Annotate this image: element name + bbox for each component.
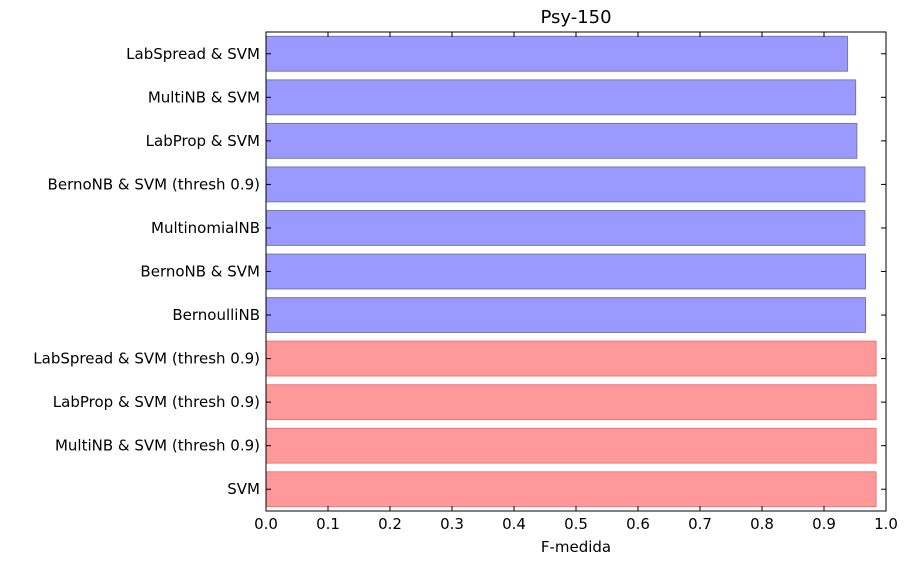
chart-title: Psy-150 [540, 7, 611, 28]
x-tick-label: 0.8 [750, 515, 774, 533]
x-tick-label: 0.7 [688, 515, 712, 533]
y-tick-label: MultiNB & SVM (thresh 0.9) [55, 437, 260, 455]
bar [265, 384, 877, 421]
bar [265, 122, 858, 159]
bar [265, 253, 867, 290]
x-tick-label: 1.0 [874, 515, 898, 533]
y-tick-label: LabProp & SVM (thresh 0.9) [53, 393, 260, 411]
y-tick-label: MultiNB & SVM [148, 88, 260, 106]
x-tick-label: 0.2 [378, 515, 402, 533]
x-tick-label: 0.4 [502, 515, 526, 533]
x-tick-label: 0.9 [812, 515, 836, 533]
bar [265, 427, 877, 464]
ticks-group [265, 32, 887, 511]
bars-group [265, 35, 877, 508]
x-tick-labels: 0.0 0.1 0.2 0.3 0.4 0.5 0.6 0.7 0.8 0.9 1.0 [254, 515, 898, 533]
y-tick-label: SVM [227, 480, 260, 498]
y-tick-label: LabSpread & SVM [126, 45, 260, 63]
y-tick-label: BernoulliNB [172, 306, 260, 324]
y-tick-label: BernoNB & SVM (thresh 0.9) [48, 175, 260, 193]
y-tick-label: LabSpread & SVM (thresh 0.9) [33, 350, 260, 368]
x-tick-label: 0.1 [316, 515, 340, 533]
bar [265, 340, 877, 377]
bar [265, 35, 849, 72]
x-tick-label: 0.6 [626, 515, 650, 533]
y-tick-label: MultinomialNB [151, 219, 260, 237]
x-axis-label: F-medida [541, 538, 611, 556]
y-tick-label: LabProp & SVM [146, 132, 260, 150]
y-tick-labels: LabSpread & SVM MultiNB & SVM LabProp & SV… [33, 45, 260, 498]
bar [265, 471, 877, 508]
bar [265, 166, 866, 203]
x-tick-label: 0.3 [440, 515, 464, 533]
bar [265, 297, 867, 333]
bar [265, 210, 866, 246]
x-tick-label: 0.5 [564, 515, 588, 533]
y-tick-label: BernoNB & SVM [140, 263, 260, 281]
bar [265, 79, 857, 116]
x-tick-label: 0.0 [254, 515, 278, 533]
